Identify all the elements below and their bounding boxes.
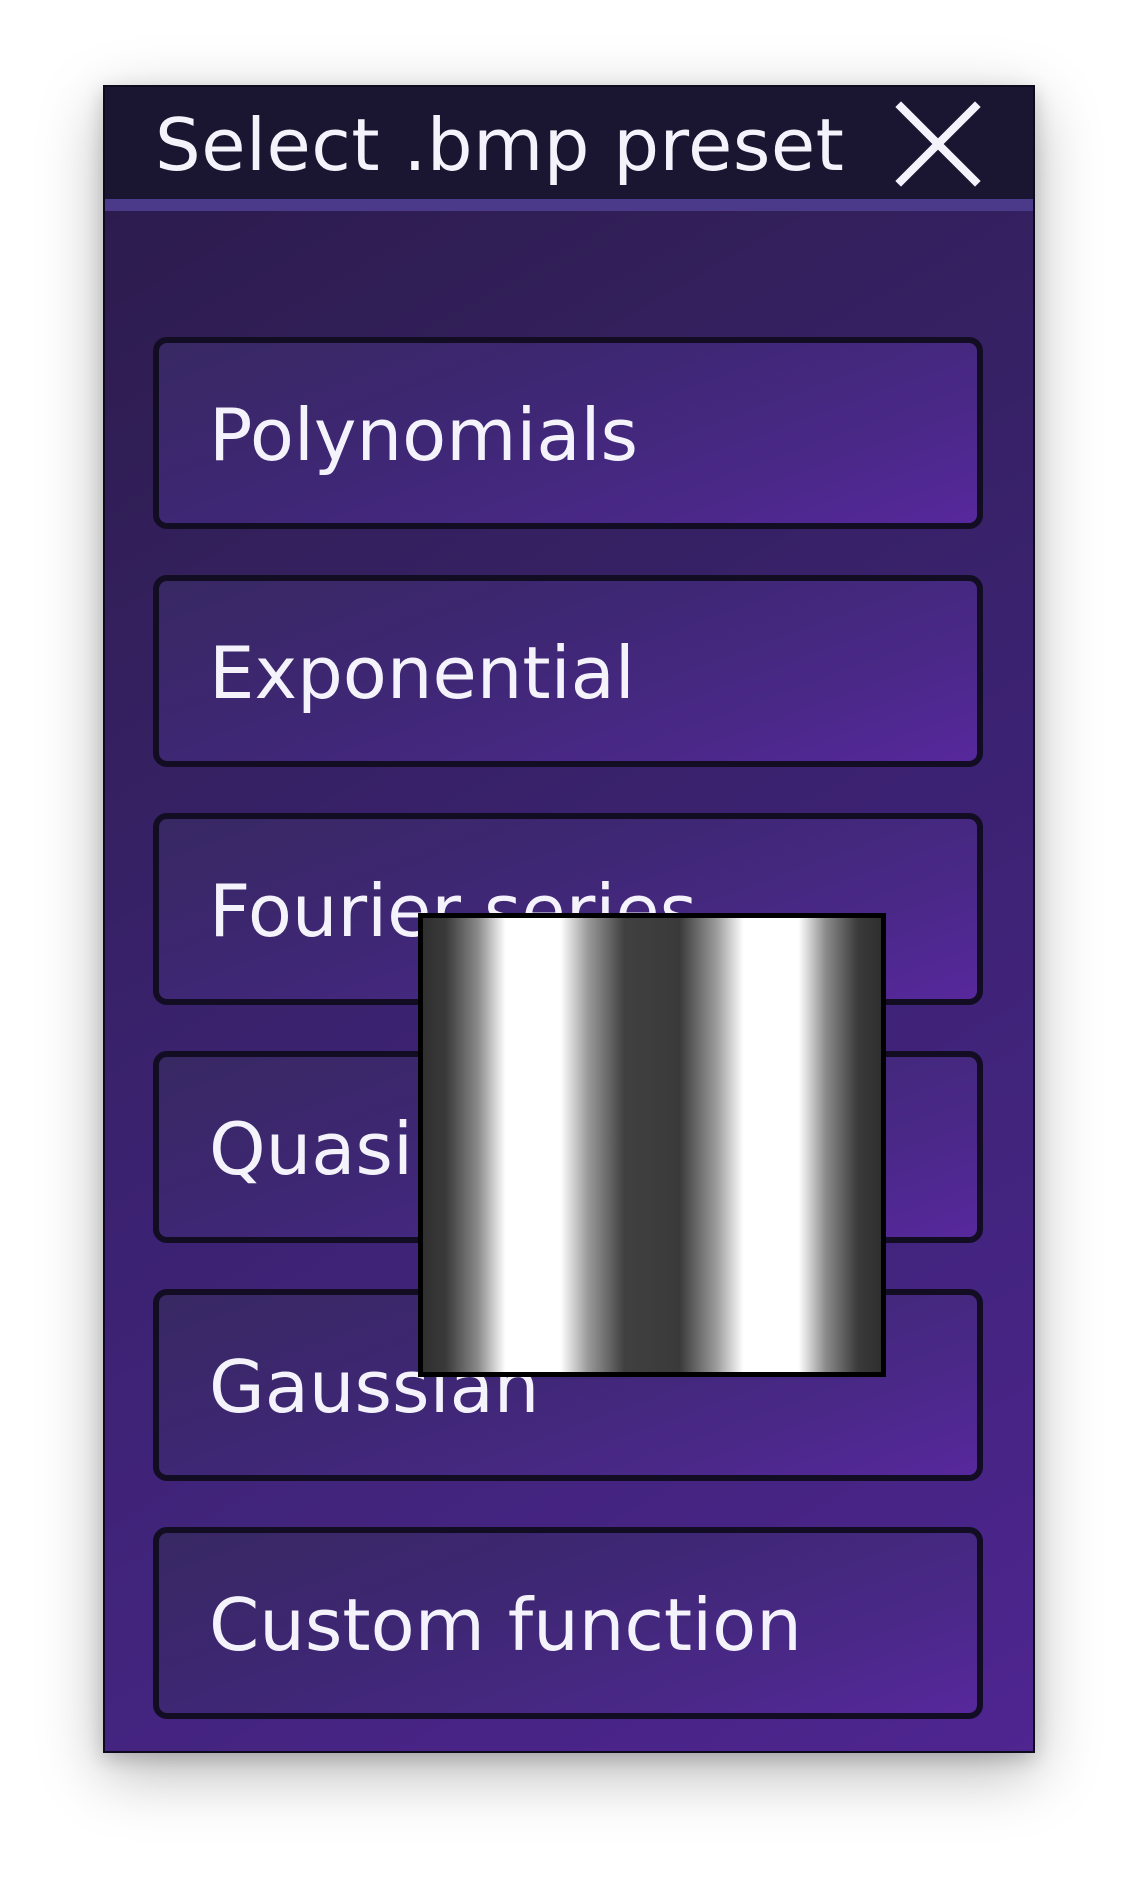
dialog-titlebar: Select .bmp preset	[105, 87, 1033, 211]
option-polynomials[interactable]: Polynomials	[153, 337, 983, 529]
close-button[interactable]	[895, 101, 981, 187]
option-label: Exponential	[209, 631, 635, 715]
close-x-icon	[895, 101, 981, 187]
option-label: Custom function	[209, 1583, 802, 1667]
option-label: Polynomials	[209, 393, 638, 477]
bmp-preview-image	[418, 913, 886, 1377]
option-exponential[interactable]: Exponential	[153, 575, 983, 767]
option-custom-function[interactable]: Custom function	[153, 1527, 983, 1719]
dialog-title: Select .bmp preset	[155, 103, 845, 187]
